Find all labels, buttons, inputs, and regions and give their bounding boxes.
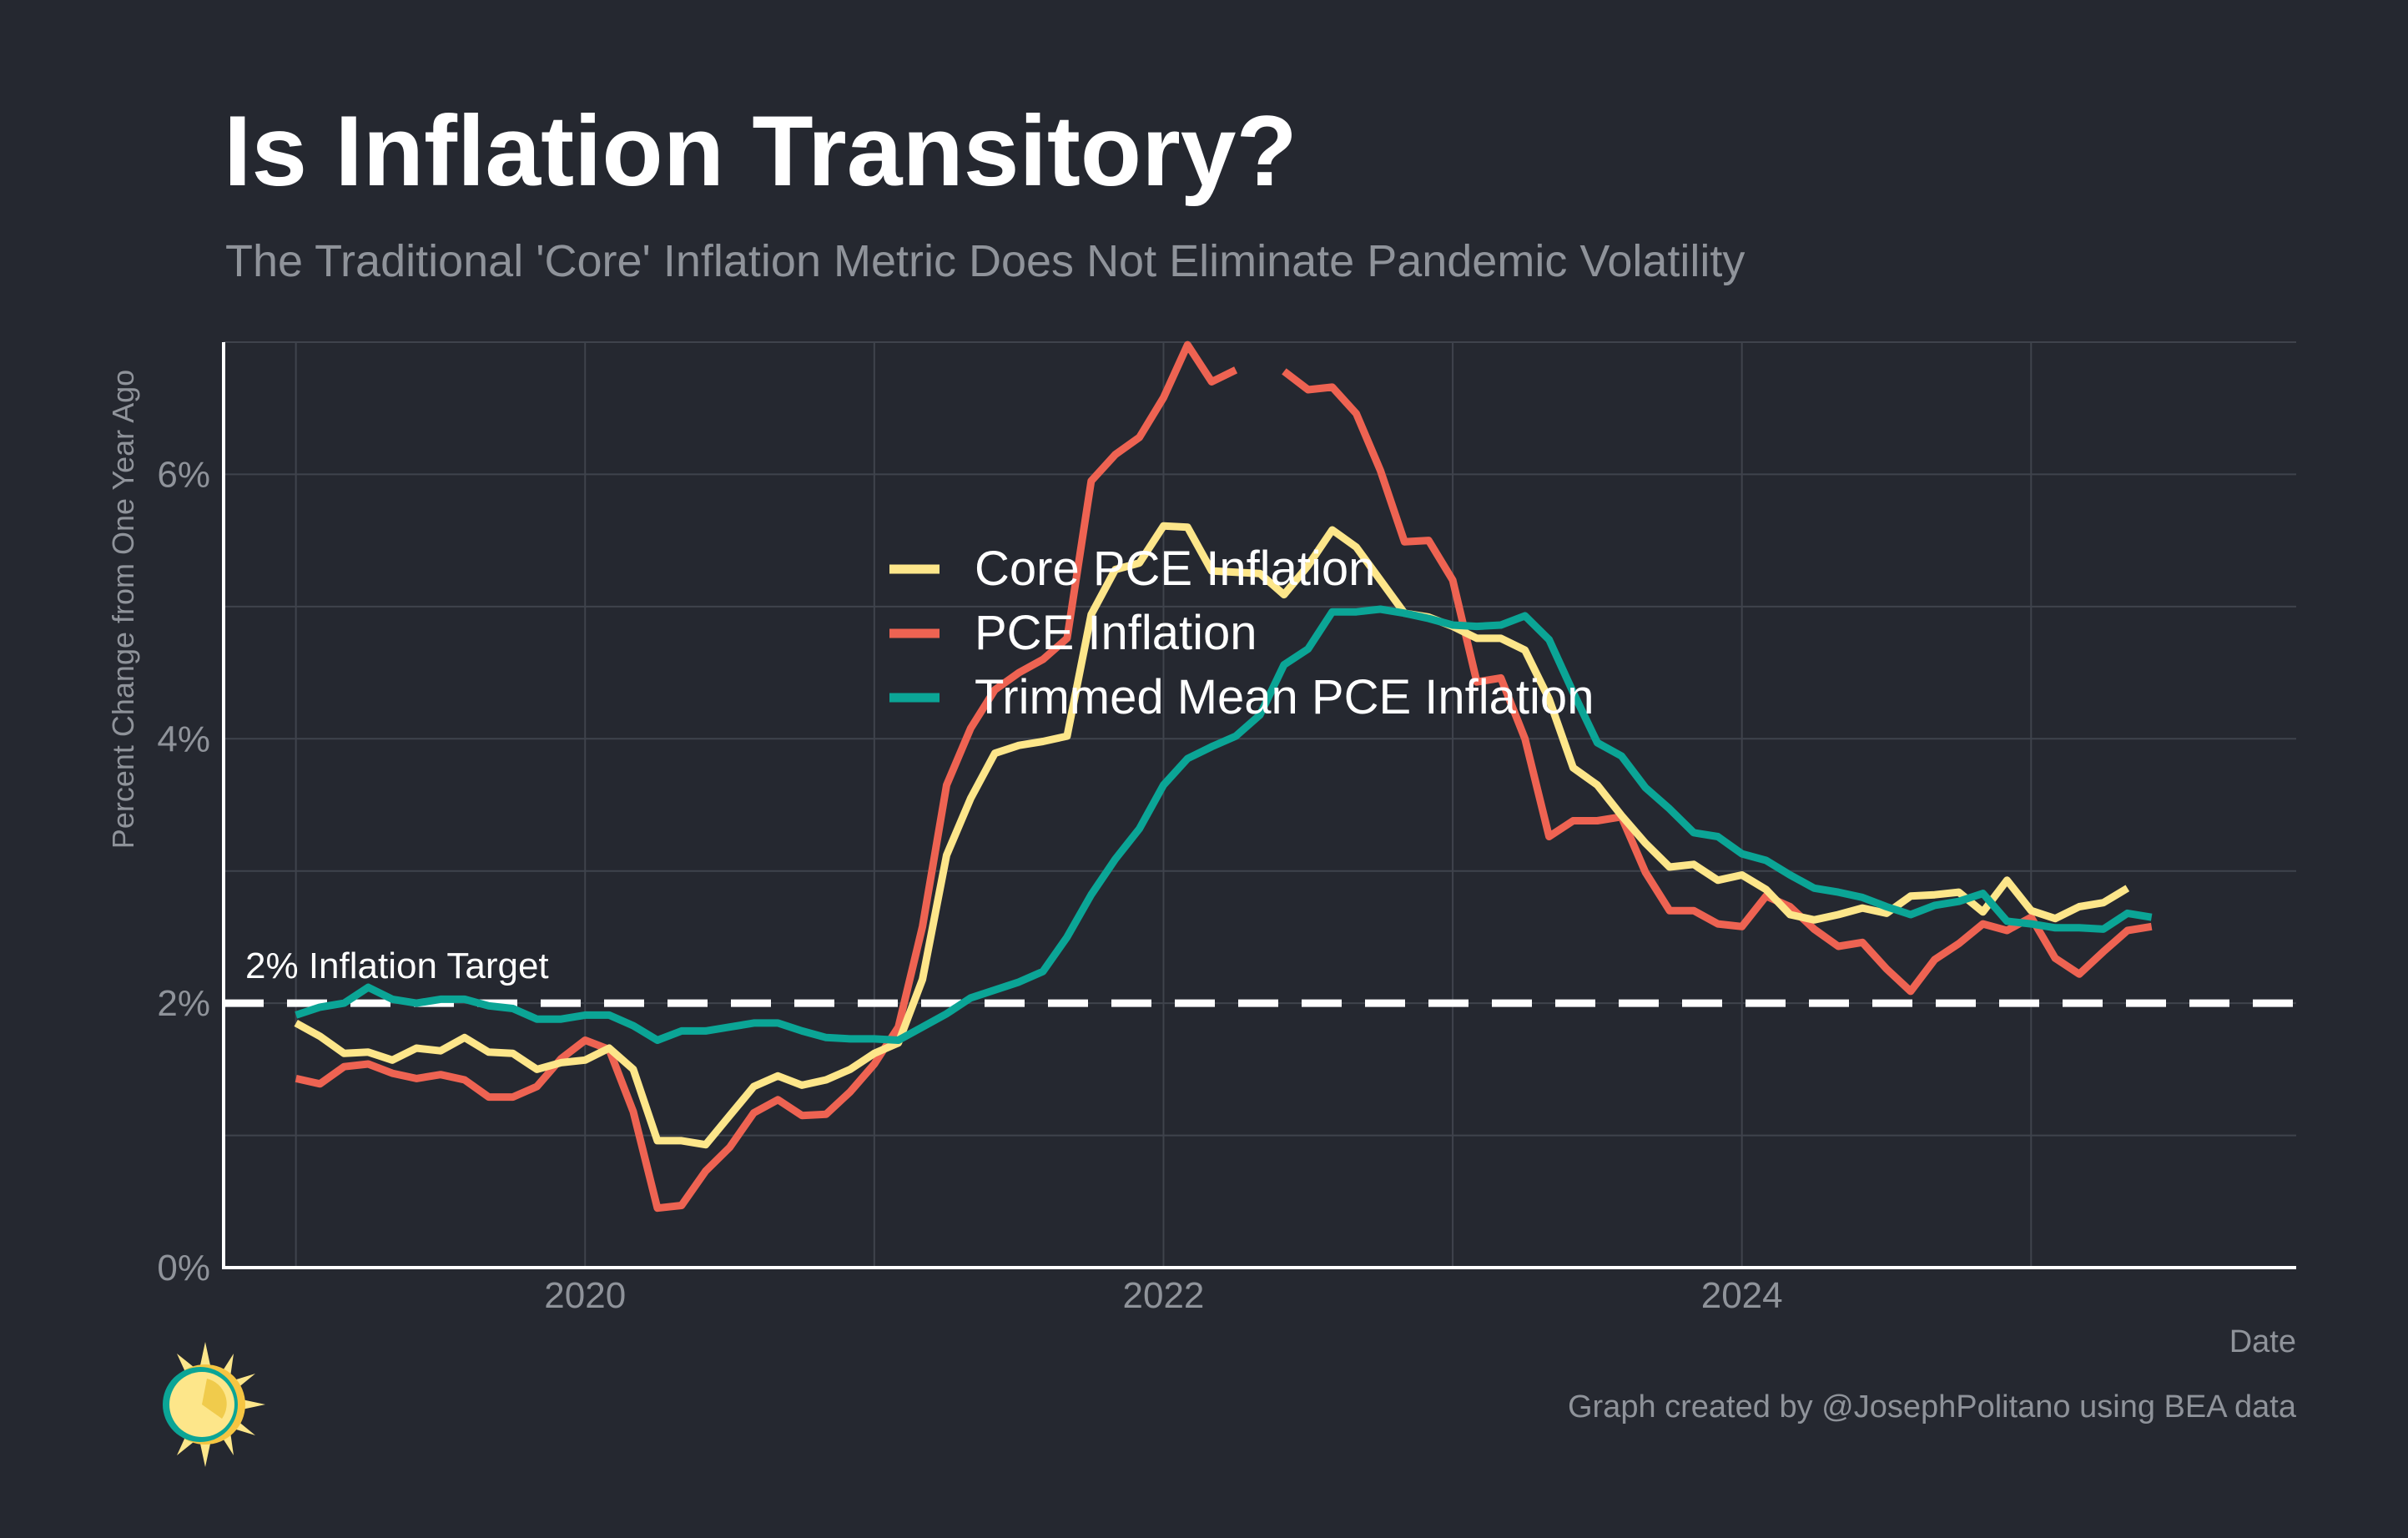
y-tick-label: 4%: [157, 719, 210, 759]
y-tick-label: 2%: [157, 983, 210, 1024]
y-tick-label: 0%: [157, 1248, 210, 1288]
legend-label: PCE Inflation: [975, 606, 1257, 660]
series-line-1: [295, 340, 2153, 1213]
sun-logo-icon: [155, 1342, 269, 1471]
chart-subtitle: The Traditional 'Core' Inflation Metric …: [225, 236, 1746, 286]
x-axis-title: Date: [2229, 1324, 2296, 1359]
y-axis-title: Percent Change from One Year Ago: [106, 370, 140, 849]
chart-title: Is Inflation Transitory?: [224, 95, 1297, 207]
series-line-0: [294, 522, 2130, 1149]
source-caption: Graph created by @JosephPolitano using B…: [1567, 1389, 2296, 1425]
legend-label: Trimmed Mean PCE Inflation: [975, 670, 1594, 724]
series-line-2: [295, 605, 2153, 1044]
x-tick-label: 2024: [1701, 1275, 1783, 1316]
x-tick-label: 2022: [1123, 1275, 1205, 1316]
x-tick-label: 2020: [544, 1275, 626, 1316]
target-line-label: 2% Inflation Target: [245, 945, 549, 986]
y-tick-label: 6%: [157, 454, 210, 495]
legend-label: Core PCE Inflation: [975, 542, 1375, 596]
